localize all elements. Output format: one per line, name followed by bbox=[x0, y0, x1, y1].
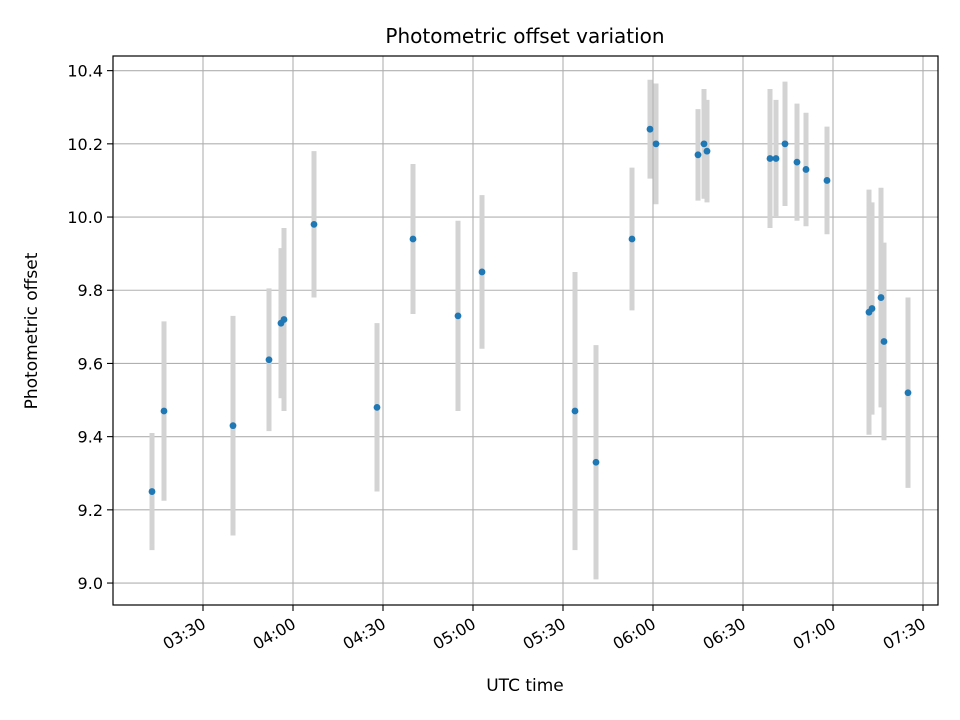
y-tick-label: 9.0 bbox=[78, 574, 103, 593]
data-point bbox=[694, 151, 702, 159]
data-point bbox=[823, 177, 831, 184]
point-layer bbox=[148, 125, 912, 495]
y-tick-label: 9.2 bbox=[78, 501, 103, 520]
y-tick-label: 9.4 bbox=[78, 428, 103, 447]
data-point bbox=[592, 458, 600, 466]
plot-frame bbox=[112, 55, 939, 606]
data-point bbox=[229, 422, 237, 430]
y-tick-label: 10.0 bbox=[67, 208, 103, 227]
x-axis-title: UTC time bbox=[486, 676, 564, 696]
data-point bbox=[373, 403, 381, 411]
plot-area bbox=[113, 56, 938, 605]
data-point bbox=[409, 235, 417, 243]
y-tick-label: 9.8 bbox=[78, 281, 103, 300]
data-point bbox=[703, 147, 711, 155]
chart-title: Photometric offset variation bbox=[385, 24, 664, 48]
data-point bbox=[868, 305, 876, 312]
data-point bbox=[646, 125, 654, 133]
data-point bbox=[880, 338, 888, 345]
data-point bbox=[454, 312, 462, 320]
data-point bbox=[571, 407, 579, 415]
y-tick-label: 10.2 bbox=[67, 135, 103, 154]
data-point bbox=[148, 488, 156, 495]
data-point bbox=[160, 407, 168, 415]
data-point bbox=[652, 140, 660, 148]
grid-layer bbox=[113, 56, 938, 605]
data-point bbox=[772, 155, 780, 162]
data-point bbox=[700, 140, 708, 148]
data-point bbox=[766, 155, 774, 162]
data-point bbox=[280, 316, 288, 323]
data-point bbox=[877, 294, 885, 301]
y-tick-label: 9.6 bbox=[78, 354, 103, 373]
data-point bbox=[802, 166, 810, 173]
y-axis-title: Photometric offset bbox=[22, 252, 42, 409]
y-axis: 9.0 9.2 9.4 9.6 9.8 10.0 10.2 10.4 bbox=[67, 62, 113, 593]
data-point bbox=[793, 158, 801, 166]
y-tick-label: 10.4 bbox=[67, 62, 103, 81]
data-point bbox=[265, 356, 273, 364]
data-point bbox=[310, 220, 318, 228]
data-point bbox=[478, 268, 486, 276]
data-point bbox=[628, 235, 636, 243]
data-point bbox=[781, 140, 789, 148]
data-point bbox=[904, 389, 912, 397]
